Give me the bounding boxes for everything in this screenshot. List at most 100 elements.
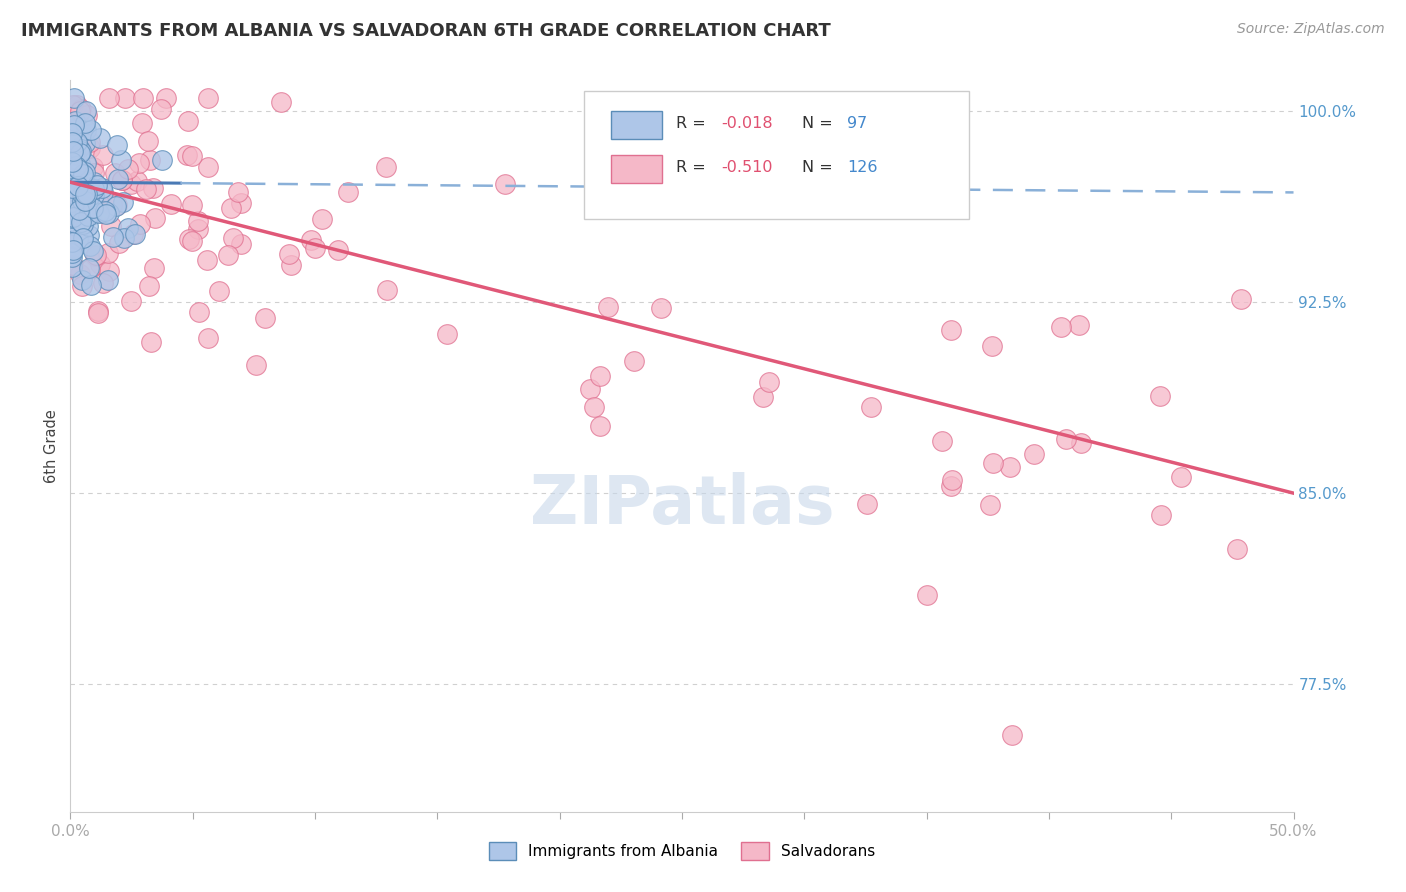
- Point: [650, 301, 672, 316]
- Point: [222, 231, 245, 245]
- Point: [66, 109, 89, 123]
- Text: -0.510: -0.510: [721, 160, 772, 175]
- Point: [117, 161, 139, 176]
- Point: [72, 217, 94, 231]
- Point: [76, 108, 98, 122]
- Point: [94, 207, 117, 221]
- Point: [89, 130, 111, 145]
- Point: [62, 197, 84, 211]
- Point: [100, 219, 122, 234]
- Point: [1070, 435, 1092, 450]
- Point: [84, 248, 107, 262]
- Point: [65, 219, 87, 234]
- Text: Source: ZipAtlas.com: Source: ZipAtlas.com: [1237, 22, 1385, 37]
- Point: [494, 177, 516, 191]
- Point: [125, 173, 148, 187]
- Point: [67, 232, 90, 246]
- Point: [941, 323, 963, 337]
- Point: [89, 205, 111, 219]
- Point: [1022, 448, 1045, 462]
- Point: [375, 283, 398, 297]
- Point: [60, 181, 83, 195]
- Point: [181, 198, 204, 212]
- Point: [278, 247, 301, 261]
- Point: [299, 234, 322, 248]
- Point: [139, 334, 162, 349]
- Point: [62, 243, 84, 257]
- Point: [270, 95, 292, 110]
- Point: [589, 368, 612, 383]
- Point: [979, 498, 1001, 512]
- Point: [931, 434, 953, 448]
- Point: [97, 264, 120, 278]
- Point: [579, 382, 602, 396]
- Point: [72, 231, 94, 245]
- Point: [304, 242, 326, 256]
- Point: [245, 358, 267, 372]
- Point: [62, 144, 84, 158]
- Point: [100, 198, 122, 212]
- Point: [152, 153, 174, 167]
- Point: [83, 191, 105, 205]
- Point: [197, 330, 219, 344]
- Point: [176, 148, 198, 162]
- Point: [87, 306, 110, 320]
- Point: [73, 179, 96, 194]
- Text: R =: R =: [676, 160, 710, 175]
- Point: [69, 157, 91, 171]
- Point: [80, 208, 103, 222]
- Point: [311, 211, 333, 226]
- Point: [915, 588, 938, 602]
- Point: [67, 141, 90, 155]
- Point: [188, 304, 211, 318]
- Point: [70, 214, 93, 228]
- Point: [72, 168, 94, 182]
- Point: [139, 153, 162, 168]
- Point: [1226, 541, 1249, 556]
- Point: [1054, 432, 1077, 446]
- Point: [66, 144, 89, 158]
- Point: [82, 160, 104, 174]
- Point: [72, 167, 94, 181]
- Point: [65, 187, 87, 202]
- Point: [208, 284, 231, 298]
- Point: [97, 273, 120, 287]
- Point: [128, 156, 150, 170]
- Point: [69, 267, 91, 281]
- Point: [60, 260, 83, 274]
- Point: [73, 186, 96, 201]
- Point: [159, 196, 181, 211]
- Point: [63, 178, 86, 192]
- Point: [143, 261, 166, 276]
- Point: [105, 138, 128, 153]
- Point: [326, 243, 349, 257]
- Point: [75, 116, 97, 130]
- Point: [80, 123, 103, 137]
- Point: [79, 141, 101, 155]
- Point: [856, 497, 879, 511]
- Point: [65, 183, 87, 197]
- Point: [63, 208, 86, 222]
- Point: [150, 102, 173, 116]
- Point: [62, 182, 84, 196]
- Point: [77, 210, 100, 224]
- Point: [197, 160, 219, 174]
- Point: [110, 153, 132, 167]
- Point: [177, 232, 200, 246]
- Point: [83, 182, 105, 196]
- Point: [1230, 292, 1253, 306]
- Point: [67, 162, 90, 177]
- Point: [69, 146, 91, 161]
- Point: [65, 147, 87, 161]
- Point: [75, 156, 97, 170]
- Point: [112, 230, 135, 244]
- Point: [87, 304, 110, 318]
- Point: [60, 235, 83, 250]
- Point: [65, 145, 87, 159]
- Point: [83, 249, 105, 263]
- Text: R =: R =: [676, 116, 710, 131]
- Point: [72, 194, 94, 208]
- Point: [63, 91, 86, 105]
- Point: [91, 276, 114, 290]
- Text: ZIPatlas: ZIPatlas: [530, 472, 834, 538]
